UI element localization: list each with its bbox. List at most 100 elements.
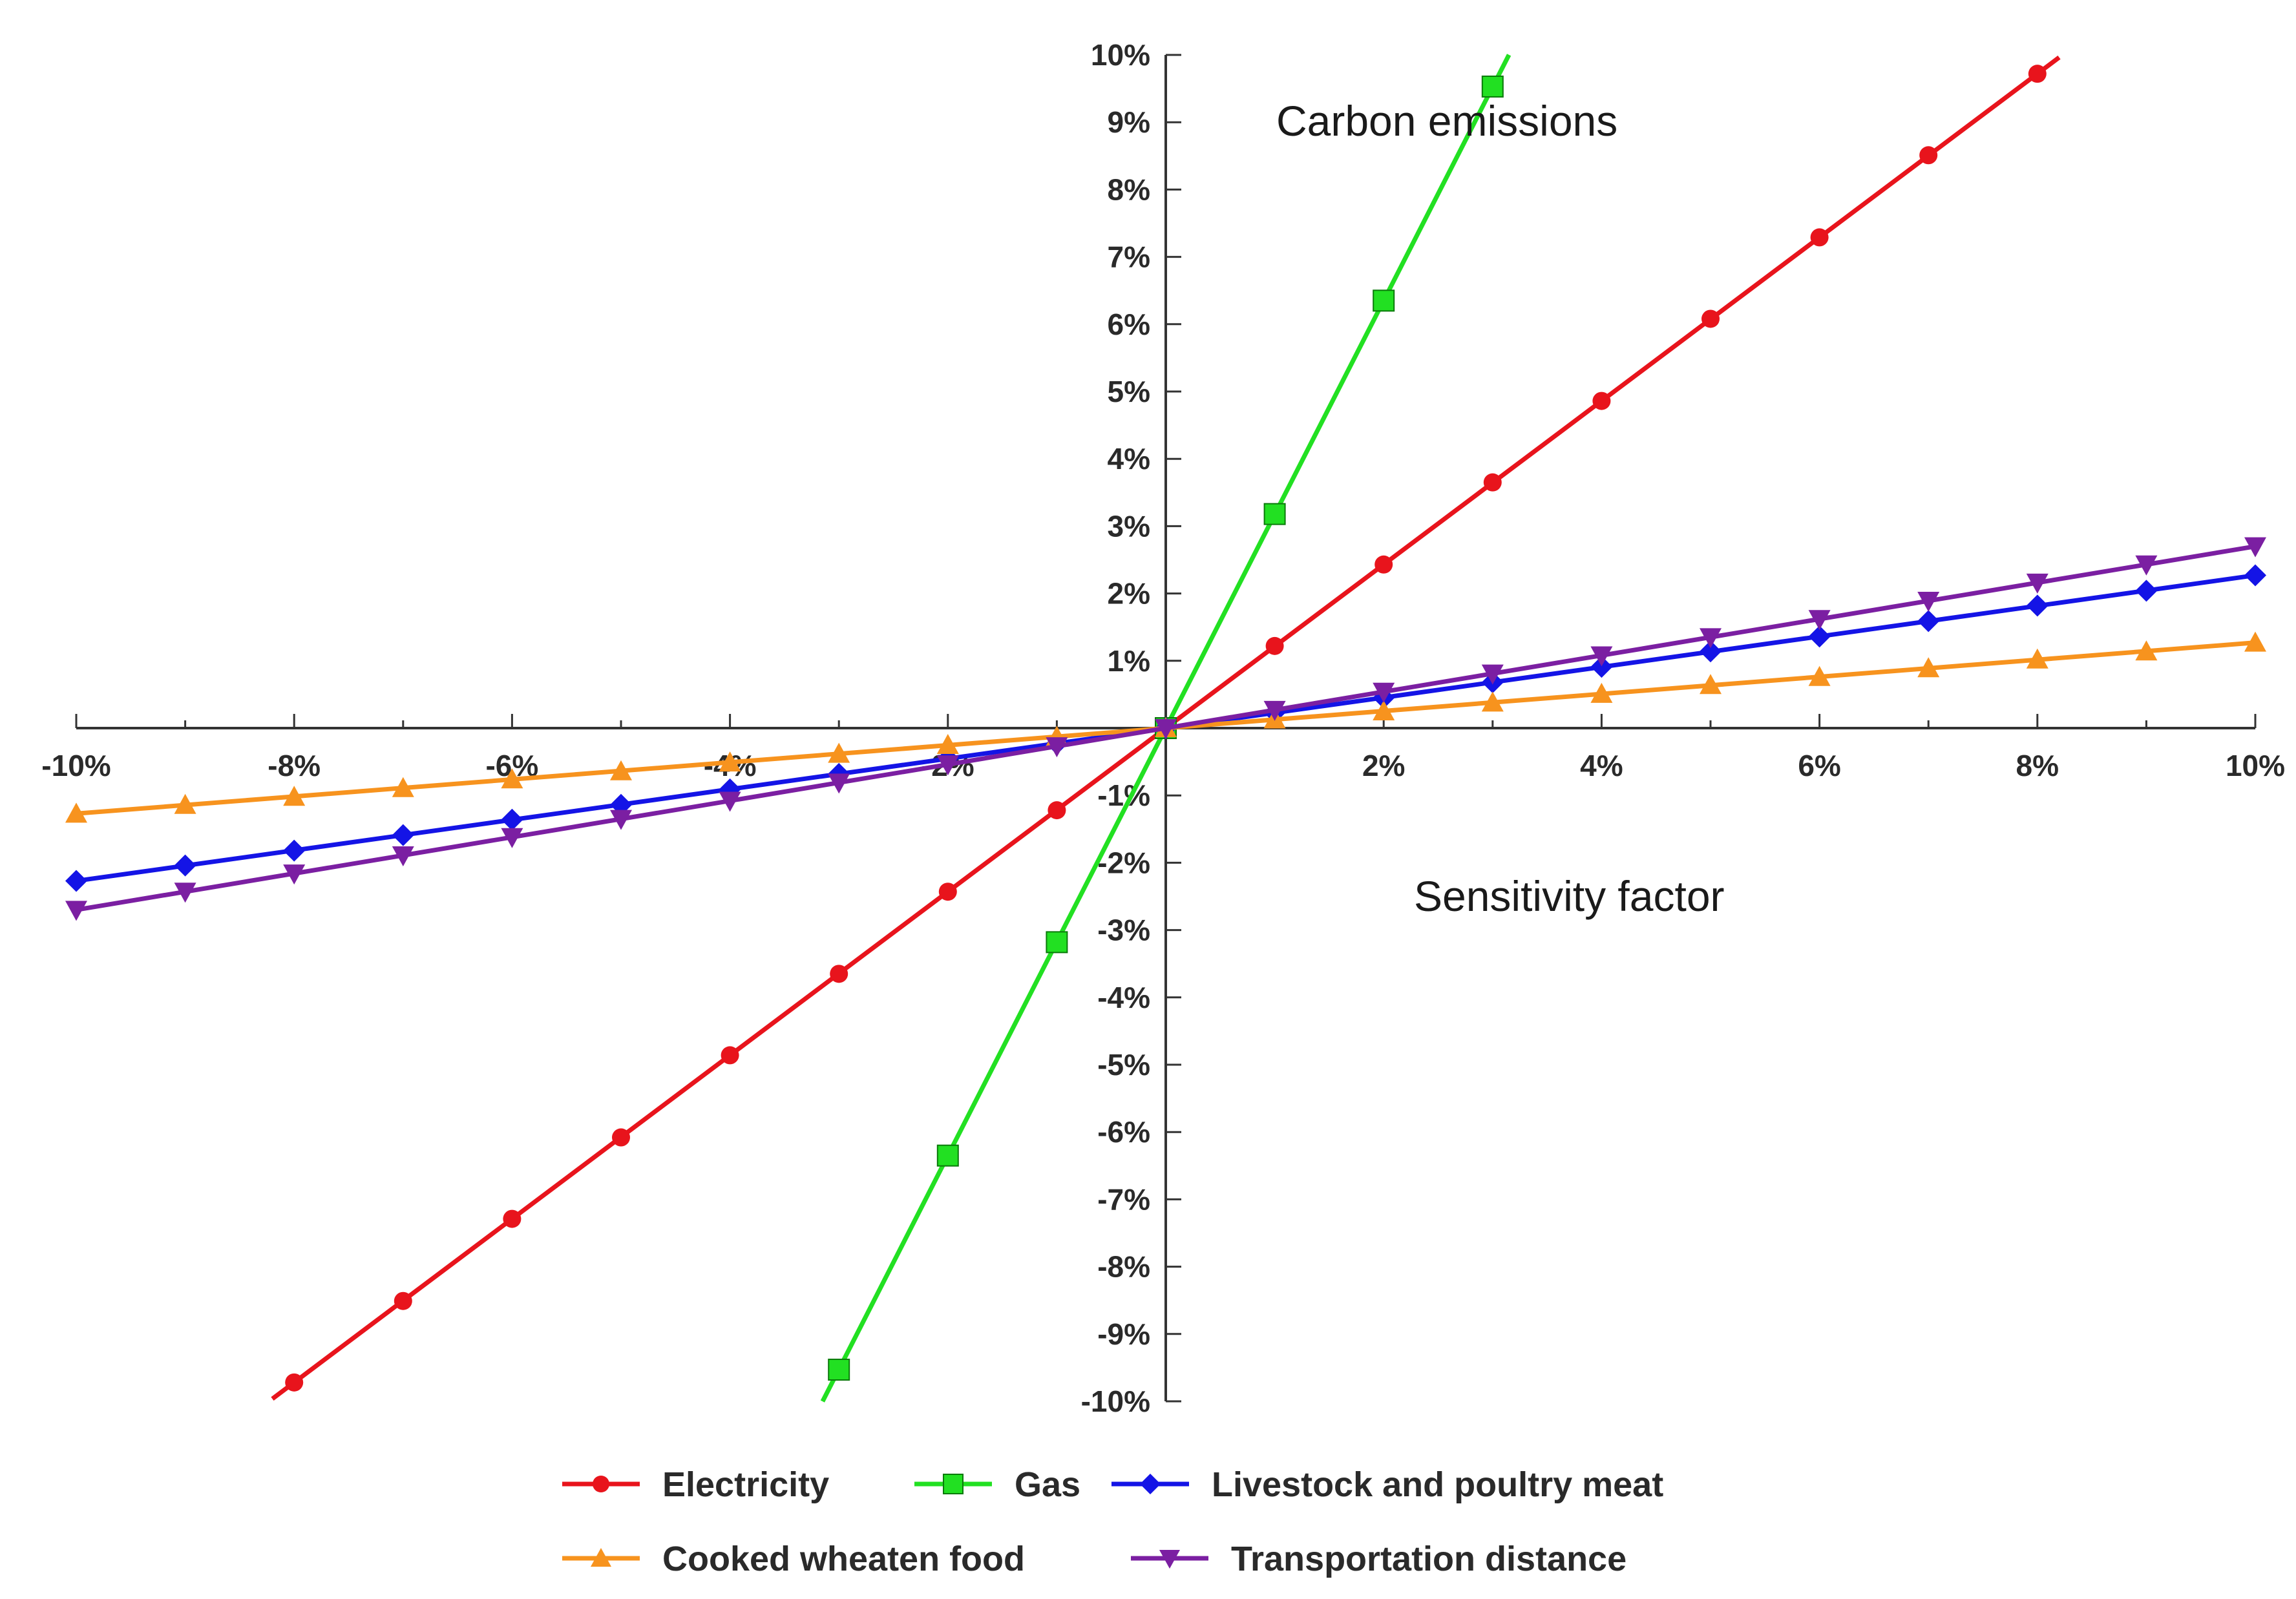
data-point-gas	[1481, 75, 1504, 98]
data-point-transportation-distance	[1046, 737, 1068, 758]
x-tick-label: -8%	[268, 749, 321, 782]
series-layer	[65, 54, 2266, 1403]
legend-label-transportation-distance: Transportation distance	[1231, 1540, 1627, 1578]
legend-label-cooked-wheaten-food: Cooked wheaten food	[662, 1540, 1025, 1578]
data-point-livestock-and-poultry-meat	[392, 824, 414, 846]
data-point-gas	[1263, 503, 1286, 525]
y-tick-label: -2%	[1097, 846, 1150, 879]
x-tick-label: 10%	[2226, 749, 2285, 782]
data-point-cooked-wheaten-food	[1481, 691, 1504, 712]
data-point-cooked-wheaten-food	[2026, 648, 2048, 669]
data-point-transportation-distance	[501, 828, 523, 848]
data-point-electricity	[938, 883, 957, 901]
legend-swatch-marker	[593, 1476, 609, 1492]
data-point-cooked-wheaten-food	[2135, 640, 2158, 661]
legend: Electricity Gas Livestock and poultry meat…	[562, 1465, 1663, 1578]
data-point-transportation-distance	[65, 901, 87, 921]
data-point-transportation-distance	[2244, 537, 2266, 558]
legend-label-gas: Gas	[1015, 1465, 1080, 1504]
data-point-electricity	[830, 965, 848, 983]
data-point-transportation-distance	[392, 846, 414, 866]
data-point-gas	[828, 1359, 850, 1381]
data-point-transportation-distance	[1155, 719, 1177, 739]
x-tick-label: 4%	[1580, 749, 1623, 782]
data-point-livestock-and-poultry-meat	[65, 870, 87, 892]
data-point-transportation-distance	[719, 791, 741, 812]
data-point-cooked-wheaten-food	[936, 734, 959, 755]
data-point-livestock-and-poultry-meat	[501, 808, 523, 831]
legend-item-transportation-distance: Transportation distance	[1131, 1540, 1627, 1578]
data-point-livestock-and-poultry-meat	[174, 854, 196, 877]
data-point-cooked-wheaten-food	[392, 777, 414, 797]
data-point-transportation-distance	[1700, 628, 1722, 649]
legend-label-electricity: Electricity	[662, 1465, 829, 1504]
data-point-transportation-distance	[1263, 700, 1286, 721]
data-point-cooked-wheaten-food	[1590, 682, 1613, 703]
y-tick-label: 9%	[1108, 105, 1150, 139]
data-point-transportation-distance	[1590, 646, 1613, 667]
annotations: Carbon emissions Sensitivity factor	[1276, 97, 1725, 920]
legend-swatch-marker	[943, 1474, 964, 1494]
data-point-electricity	[1701, 309, 1720, 328]
data-point-transportation-distance	[2135, 555, 2158, 576]
data-point-electricity	[1374, 555, 1393, 574]
data-point-gas	[1046, 931, 1068, 954]
data-point-transportation-distance	[1808, 610, 1831, 631]
y-tick-label: 2%	[1108, 577, 1150, 611]
data-point-electricity	[1592, 392, 1611, 410]
data-point-electricity	[1048, 801, 1066, 820]
data-point-transportation-distance	[610, 810, 632, 830]
legend-label-livestock-and-poultry-meat: Livestock and poultry meat	[1212, 1465, 1663, 1504]
data-point-cooked-wheaten-food	[283, 786, 306, 806]
data-point-livestock-and-poultry-meat	[1808, 625, 1831, 648]
data-point-livestock-and-poultry-meat	[1917, 610, 1940, 632]
data-point-livestock-and-poultry-meat	[2026, 594, 2048, 617]
data-point-electricity	[503, 1209, 521, 1228]
y-tick-label: -5%	[1097, 1048, 1150, 1082]
y-tick-label: 6%	[1108, 308, 1150, 341]
y-tick-label: -10%	[1081, 1385, 1150, 1418]
legend-item-livestock-and-poultry-meat: Livestock and poultry meat	[1111, 1465, 1663, 1504]
data-point-cooked-wheaten-food	[1373, 700, 1395, 720]
data-point-livestock-and-poultry-meat	[1590, 656, 1613, 678]
data-point-transportation-distance	[283, 864, 306, 885]
data-point-gas	[1373, 289, 1395, 312]
data-point-cooked-wheaten-food	[65, 802, 87, 823]
data-point-electricity	[721, 1046, 739, 1065]
data-point-livestock-and-poultry-meat	[2135, 580, 2158, 602]
y-tick-label: 7%	[1108, 240, 1150, 274]
legend-item-gas: Gas	[914, 1465, 1080, 1504]
data-point-livestock-and-poultry-meat	[2244, 564, 2266, 587]
legend-item-cooked-wheaten-food: Cooked wheaten food	[562, 1540, 1025, 1578]
legend-item-electricity: Electricity	[562, 1465, 829, 1504]
data-point-electricity	[2028, 65, 2047, 83]
data-point-electricity	[285, 1373, 304, 1392]
annotation-sensitivity-factor: Sensitivity factor	[1414, 872, 1725, 920]
axes: -10% -8% -6% -4% -2% 2% 4% 6% 8% 10% 10% 9% 8% 7% 6% 5%…	[41, 38, 2285, 1418]
data-point-livestock-and-poultry-meat	[1700, 640, 1722, 663]
data-point-transportation-distance	[2026, 573, 2048, 594]
y-tick-label: 4%	[1108, 442, 1150, 476]
y-tick-label: 3%	[1108, 509, 1150, 543]
y-tick-label: -6%	[1097, 1115, 1150, 1149]
legend-swatch-marker	[591, 1548, 611, 1567]
data-point-electricity	[612, 1128, 630, 1147]
series-transportation-distance	[65, 537, 2266, 921]
data-point-gas	[936, 1144, 959, 1167]
data-point-transportation-distance	[1373, 682, 1395, 703]
y-tick-label: -4%	[1097, 981, 1150, 1014]
data-point-electricity	[394, 1291, 412, 1310]
data-point-transportation-distance	[1917, 592, 1940, 612]
y-tick-label: -7%	[1097, 1182, 1150, 1216]
data-point-transportation-distance	[1481, 664, 1504, 685]
y-tick-label: -9%	[1097, 1317, 1150, 1351]
legend-swatch-marker	[1140, 1474, 1161, 1494]
data-point-electricity	[1810, 228, 1829, 247]
data-point-cooked-wheaten-food	[828, 742, 850, 763]
data-point-cooked-wheaten-food	[1917, 657, 1940, 678]
data-point-cooked-wheaten-food	[174, 793, 196, 814]
data-point-cooked-wheaten-food	[1700, 674, 1722, 695]
data-point-transportation-distance	[936, 755, 959, 776]
